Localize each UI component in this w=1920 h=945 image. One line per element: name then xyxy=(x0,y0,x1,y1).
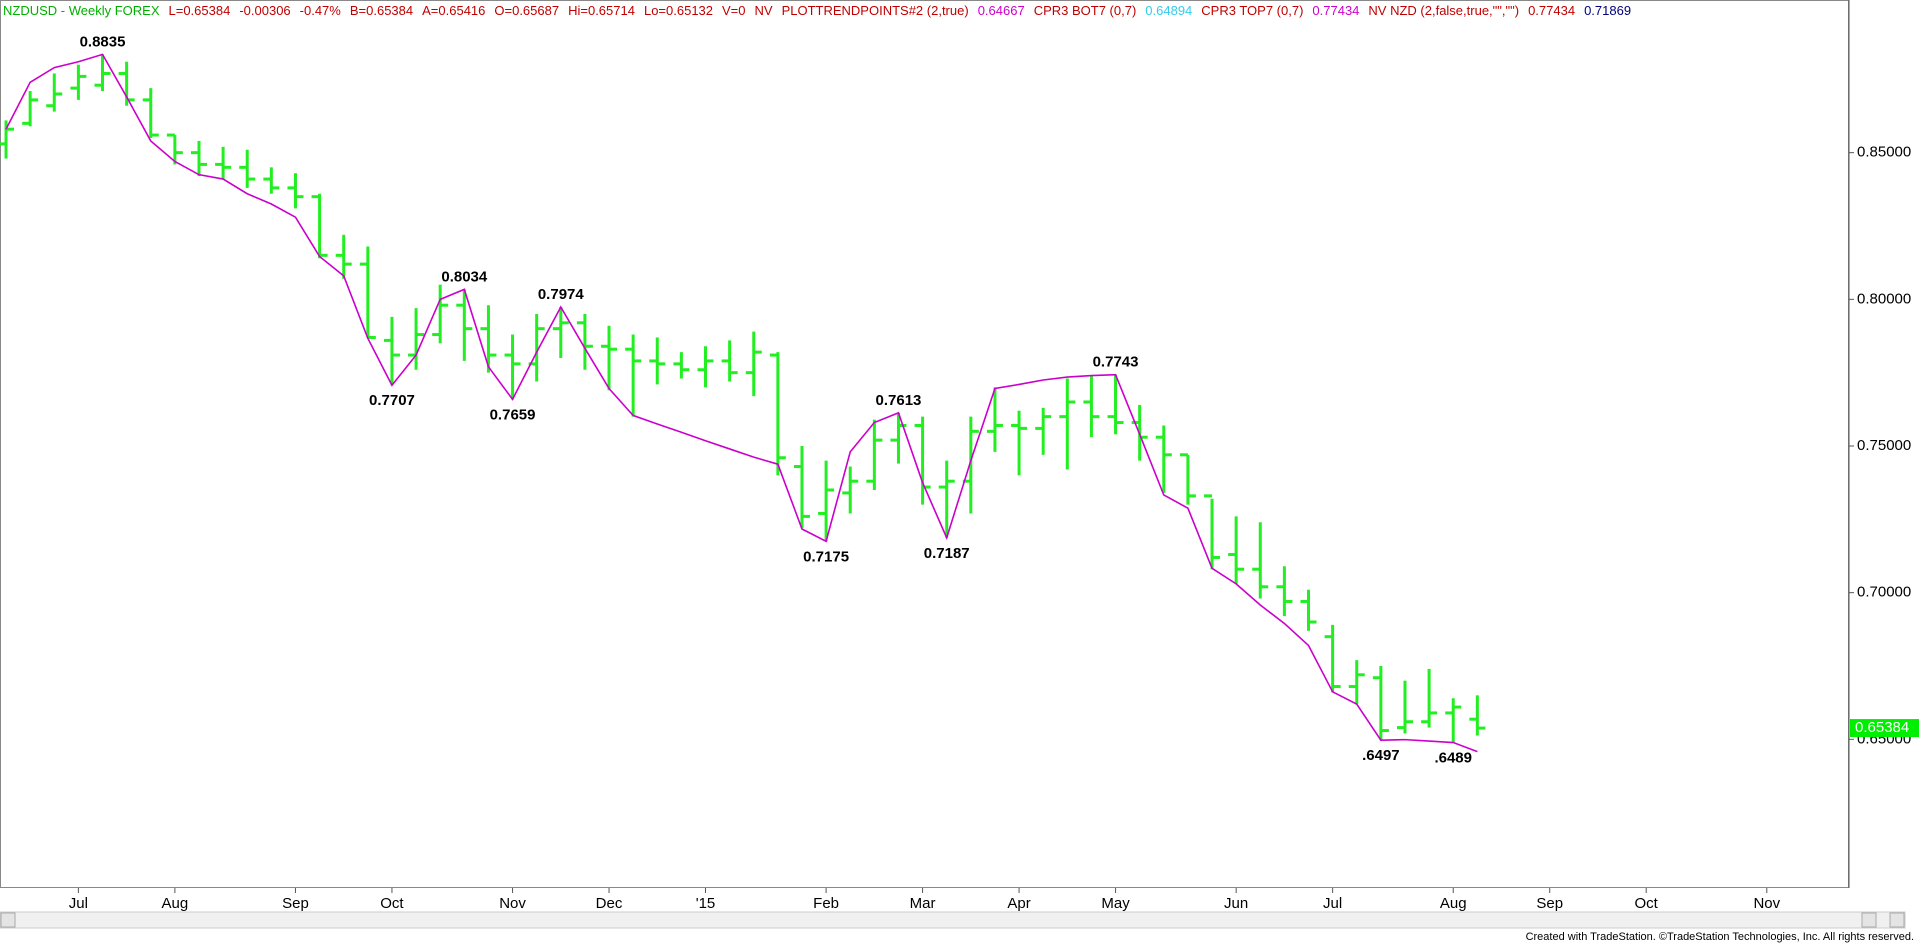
scroll-thumb[interactable] xyxy=(1861,912,1877,928)
pivot-label: 0.7743 xyxy=(1093,354,1139,371)
x-tick-label: Jul xyxy=(1323,895,1342,912)
y-tick-label: 0.80000 xyxy=(1857,290,1911,307)
pivot-label: .6489 xyxy=(1434,750,1472,767)
header-item: 0.64894 xyxy=(1145,3,1193,18)
x-tick-label: Oct xyxy=(1635,895,1659,912)
x-tick-label: Nov xyxy=(1753,895,1780,912)
trend-line xyxy=(5,53,1478,753)
pivot-label: 0.8835 xyxy=(80,33,126,50)
header-item: NZDUSD - Weekly FOREX xyxy=(3,3,160,18)
header-item: B=0.65384 xyxy=(349,3,414,18)
footer: Created with TradeStation. ©TradeStation… xyxy=(1525,931,1914,943)
header-item: L=0.65384 xyxy=(168,3,231,18)
header-item: CPR3 TOP7 (0,7) xyxy=(1201,3,1304,18)
x-tick-label: Apr xyxy=(1007,895,1030,912)
x-tick-label: Aug xyxy=(1440,895,1467,912)
x-tick-label: Dec xyxy=(596,895,623,912)
header-item: Lo=0.65132 xyxy=(643,3,714,18)
x-tick-label: Jun xyxy=(1224,895,1248,912)
header-item: O=0.65687 xyxy=(494,3,560,18)
x-tick-label: Sep xyxy=(282,895,309,912)
header-item: 0.64667 xyxy=(977,3,1025,18)
header-item: Hi=0.65714 xyxy=(568,3,635,18)
x-tick-label: Sep xyxy=(1536,895,1563,912)
pivot-label: .6497 xyxy=(1362,747,1400,764)
x-tick-label: Feb xyxy=(813,895,839,912)
x-tick-label: Aug xyxy=(162,895,189,912)
plot-frame xyxy=(0,0,1849,888)
y-tick-label: 0.85000 xyxy=(1857,144,1911,161)
x-tick-label: Oct xyxy=(380,895,404,912)
pivot-label: 0.7707 xyxy=(369,392,415,409)
x-tick-label: Nov xyxy=(499,895,526,912)
last-price-box xyxy=(1850,719,1919,738)
scroll-right-button[interactable] xyxy=(1889,912,1905,928)
header-item: -0.47% xyxy=(299,3,341,18)
scrollbar[interactable] xyxy=(0,911,1906,929)
y-tick-label: 0.70000 xyxy=(1857,584,1911,601)
header-item: 0.71869 xyxy=(1584,3,1632,18)
header-item: A=0.65416 xyxy=(422,3,486,18)
scroll-left-button[interactable] xyxy=(0,912,16,928)
pivot-label: 0.7659 xyxy=(490,406,536,423)
header-item: NV xyxy=(754,3,773,18)
pivot-label: 0.7974 xyxy=(538,286,585,303)
header-item: NV NZD (2,false,true,"","") xyxy=(1368,3,1520,18)
header-item: 0.77434 xyxy=(1312,3,1360,18)
pivot-label: 0.8034 xyxy=(441,268,488,285)
header-item: CPR3 BOT7 (0,7) xyxy=(1033,3,1137,18)
header: NZDUSD - Weekly FOREX L=0.65384 -0.00306 -0… xyxy=(3,3,1640,18)
x-tick-label: '15 xyxy=(696,895,716,912)
header-item: V=0 xyxy=(722,3,746,18)
x-tick-label: Jul xyxy=(69,895,88,912)
header-item: 0.77434 xyxy=(1528,3,1576,18)
pivot-label: 0.7187 xyxy=(924,545,970,562)
x-tick-label: May xyxy=(1101,895,1130,912)
pivot-label: 0.7613 xyxy=(876,392,922,409)
last-price-label: 0.65384 xyxy=(1855,719,1909,736)
y-tick-label: 0.75000 xyxy=(1857,437,1911,454)
pivot-label: 0.7175 xyxy=(803,548,849,565)
x-tick-label: Mar xyxy=(910,895,936,912)
header-item: PLOTTRENDPOINTS#2 (2,true) xyxy=(781,3,969,18)
header-item: -0.00306 xyxy=(239,3,291,18)
